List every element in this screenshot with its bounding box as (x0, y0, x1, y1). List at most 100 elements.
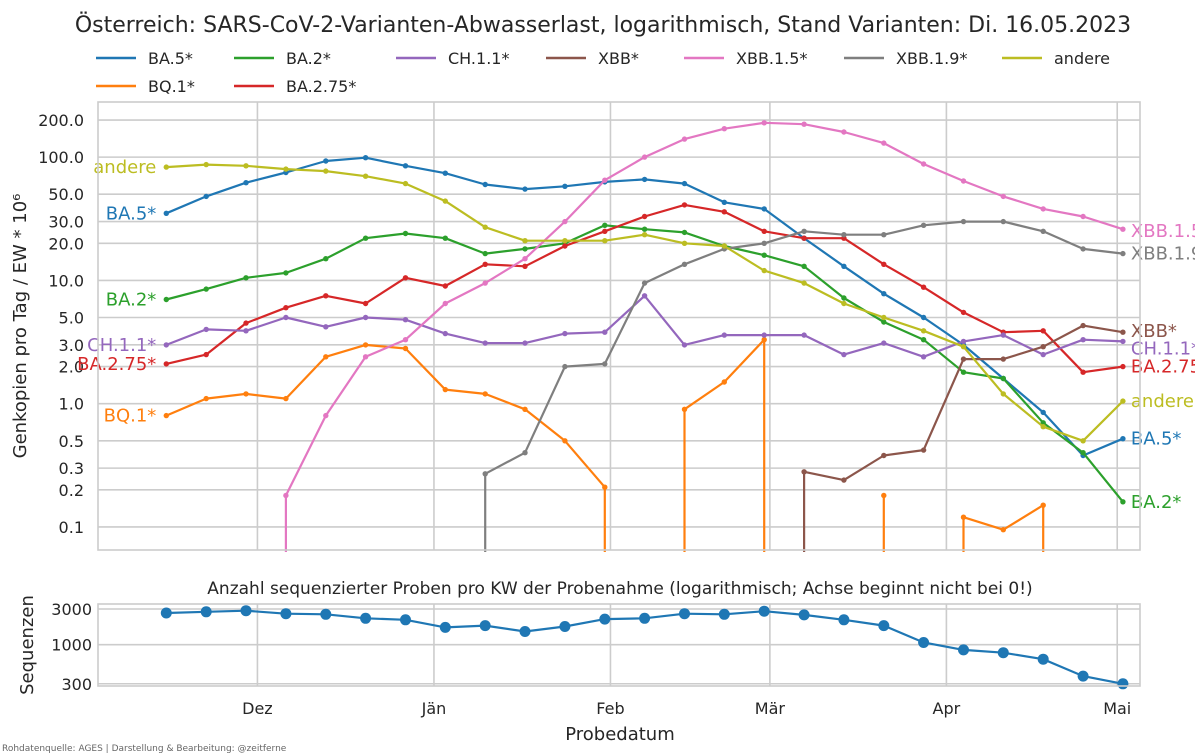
x-tick-mai: Mai (1103, 699, 1131, 718)
legend-item-ba-2-75: BA.2.75* (234, 77, 356, 96)
point-ba-2 (522, 246, 528, 252)
point-xbb (801, 469, 807, 475)
point-ba-5 (522, 186, 528, 192)
main-y-tick-1-0: 1.0 (59, 395, 84, 414)
start-label-ba-2-75: BA.2.75* (77, 354, 156, 375)
point-ba-2-75 (1080, 369, 1086, 375)
point-bq-1 (562, 438, 568, 444)
point-bq-1 (203, 395, 209, 402)
start-label-bq-1: BQ.1* (104, 406, 157, 427)
end-label-xbb-1-5: XBB.1.5* (1131, 221, 1195, 242)
point-xbb-1-9 (761, 240, 767, 246)
legend-label-andere: andere (1054, 49, 1110, 68)
point-ba-5 (761, 206, 767, 212)
point-xbb-1-9 (960, 218, 967, 225)
point-xbb-1-5 (323, 412, 329, 419)
series-line-bq-1 (165, 343, 606, 552)
sequences-point (160, 607, 172, 619)
point-ch-1-1 (761, 332, 767, 338)
main-y-tick-3-0: 3.0 (59, 336, 84, 355)
point-ba-5 (323, 158, 329, 164)
sequences-point (679, 608, 690, 620)
point-xbb-1-5 (960, 178, 967, 184)
legend-item-xbb: XBB* (546, 49, 639, 68)
series-andere (163, 161, 1126, 444)
main-y-tick-0-2: 0.2 (59, 481, 84, 500)
point-andere (881, 314, 887, 321)
point-andere (841, 300, 847, 307)
x-axis-label: Probedatum (565, 724, 675, 745)
point-xbb (1000, 356, 1006, 362)
legend-item-xbb-1-9: XBB.1.9* (844, 49, 967, 68)
series-line-ba-2 (166, 224, 1124, 503)
point-xbb-1-9 (1120, 250, 1126, 257)
legend-item-andere: andere (1002, 49, 1110, 68)
series-ba-2-75 (163, 202, 1126, 375)
point-ba-2-75 (681, 202, 688, 208)
point-ba-5 (1040, 409, 1046, 416)
point-xbb-1-5 (482, 280, 488, 286)
point-xbb (1120, 329, 1126, 335)
point-bq-1 (442, 386, 448, 393)
series-xbb (801, 322, 1126, 552)
point-bq-1 (402, 345, 409, 352)
point-ch-1-1 (1040, 351, 1046, 358)
sub-plot: 300 1000 3000 (51, 600, 1141, 694)
point-xbb-1-5 (442, 300, 448, 307)
sequences-point (479, 620, 491, 632)
point-andere (482, 224, 488, 230)
point-ba-2 (602, 222, 608, 228)
legend-item-ba-5: BA.5* (96, 49, 193, 68)
end-label-andere: andere (1131, 391, 1194, 412)
point-ba-2 (801, 263, 807, 269)
point-ba-5 (641, 176, 648, 183)
point-bq-1 (960, 514, 967, 520)
legend-label-bq-1: BQ.1* (148, 77, 195, 96)
point-bq-1 (1040, 502, 1046, 508)
sequences-point (758, 605, 770, 617)
point-bq-1 (721, 379, 727, 385)
point-xbb-1-9 (602, 361, 608, 367)
legend-label-ba-2-75: BA.2.75* (286, 77, 356, 96)
point-bq-1 (323, 354, 329, 360)
point-ba-2 (442, 235, 448, 241)
end-label-ba-2: BA.2* (1131, 492, 1182, 513)
main-y-tick-20-0: 20.0 (48, 234, 84, 253)
point-andere (362, 173, 369, 179)
point-andere (283, 166, 289, 172)
point-ba-2-75 (1120, 363, 1126, 370)
point-xbb-1-9 (1080, 246, 1086, 252)
point-ch-1-1 (283, 314, 289, 321)
point-ba-2 (681, 229, 688, 236)
point-ba-2 (283, 270, 289, 276)
point-ba-2 (323, 256, 329, 262)
point-ch-1-1 (482, 340, 488, 346)
sequences-point (280, 608, 292, 620)
sequences-point (918, 637, 930, 648)
point-xbb-1-9 (920, 222, 927, 228)
series-line-bq-1 (683, 338, 766, 552)
point-bq-1 (243, 391, 249, 397)
main-y-tick-10-0: 10.0 (48, 271, 84, 290)
series-ba-5 (163, 155, 1126, 459)
sequences-point (718, 608, 730, 620)
main-y-tick-50-0: 50.0 (48, 185, 84, 204)
x-tick-dez: Dez (242, 699, 273, 718)
sequences-point (639, 612, 651, 624)
sequences-point (559, 621, 571, 632)
sequences-point (1117, 678, 1129, 690)
legend-label-ba-2: BA.2* (286, 49, 331, 68)
point-xbb-1-9 (482, 471, 488, 477)
point-xbb (1040, 344, 1046, 350)
point-ba-2-75 (721, 209, 727, 215)
point-ba-2-75 (881, 261, 887, 267)
point-ba-5 (243, 180, 249, 186)
chart-title: Österreich: SARS-CoV-2-Varianten-Abwasse… (75, 12, 1131, 38)
point-bq-1 (482, 391, 488, 397)
main-y-tick-0-3: 0.3 (59, 459, 84, 478)
point-ch-1-1 (323, 324, 329, 330)
point-ch-1-1 (721, 332, 727, 338)
point-xbb (881, 452, 887, 459)
point-ch-1-1 (641, 293, 648, 299)
